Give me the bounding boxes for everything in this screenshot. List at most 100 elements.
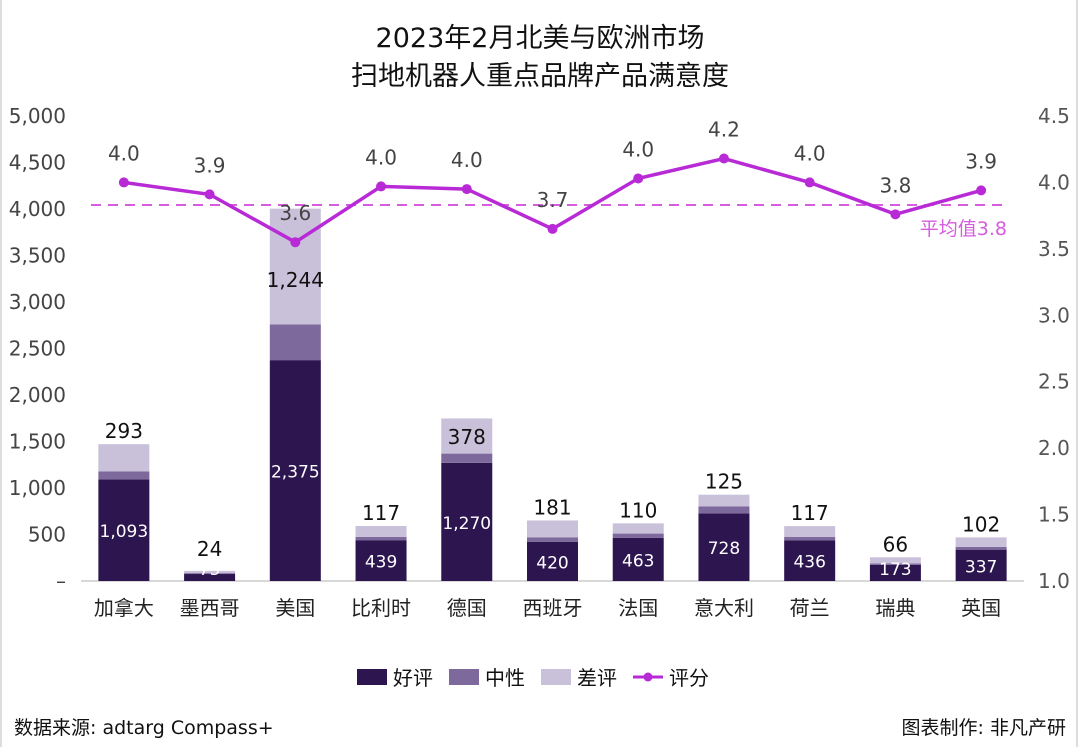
rating-point <box>376 181 387 192</box>
x-axis-label: 西班牙 <box>523 596 583 620</box>
data-label-good: 1,270 <box>442 514 491 534</box>
legend-label: 差评 <box>577 666 617 690</box>
data-label-good: 2,375 <box>271 463 320 483</box>
x-axis-label: 英国 <box>961 596 1001 620</box>
bar-好评 <box>612 537 664 581</box>
bar-差评 <box>784 526 836 538</box>
rating-label: 4.0 <box>622 137 654 161</box>
data-label-bad: 125 <box>705 470 743 494</box>
right-axis-tick: 4.0 <box>1038 170 1070 194</box>
bar-差评 <box>527 520 578 538</box>
data-label-bad: 117 <box>362 501 400 525</box>
data-label-good: 420 <box>536 553 568 573</box>
data-label-good: 436 <box>793 553 825 573</box>
legend-marker <box>643 672 653 682</box>
rating-label: 3.7 <box>537 188 569 212</box>
x-axis-label: 德国 <box>447 596 487 620</box>
bar-差评 <box>612 523 664 534</box>
x-axis-label: 加拿大 <box>94 596 154 620</box>
bar-中性 <box>869 563 921 565</box>
rating-point <box>890 209 901 220</box>
rating-point <box>290 237 301 248</box>
data-label-good: 463 <box>622 551 654 571</box>
data-label-bad: 24 <box>197 537 222 561</box>
right-axis-tick: 3.0 <box>1038 303 1070 327</box>
bar-中性 <box>184 573 236 575</box>
rating-point <box>204 189 215 200</box>
rating-label: 3.9 <box>194 153 226 177</box>
data-source: 数据来源: adtarg Compass+ <box>14 717 274 739</box>
right-axis-tick: 1.5 <box>1038 503 1070 527</box>
data-label-bad: 117 <box>791 501 829 525</box>
legend-swatch <box>541 669 571 685</box>
data-label-good: 1,093 <box>100 522 149 542</box>
right-axis-tick: 2.5 <box>1038 370 1070 394</box>
rating-point <box>547 223 558 234</box>
legend-label: 评分 <box>669 666 709 690</box>
rating-label: 4.0 <box>794 141 826 165</box>
chart-title-line1: 2023年2月北美与欧洲市场 <box>375 23 705 54</box>
bar-中性 <box>98 471 150 480</box>
chart-credit: 图表制作: 非凡产研 <box>901 717 1066 739</box>
bar-中性 <box>355 536 407 541</box>
left-axis-tick: 5,000 <box>9 104 66 128</box>
x-axis-label: 荷兰 <box>790 596 830 620</box>
right-axis-tick: 1.0 <box>1038 569 1070 593</box>
bar-差评 <box>869 557 921 564</box>
bar-差评 <box>269 208 321 325</box>
data-label-good: 728 <box>708 539 740 559</box>
legend-swatch <box>449 669 479 685</box>
x-axis-label: 美国 <box>275 596 315 620</box>
rating-label: 4.0 <box>451 148 483 172</box>
left-axis-tick: 4,000 <box>9 197 66 221</box>
left-axis-tick: – <box>56 569 66 593</box>
rating-label: 3.6 <box>279 201 311 225</box>
bar-差评 <box>184 570 236 574</box>
legend-label: 好评 <box>393 666 433 690</box>
bar-中性 <box>698 506 750 514</box>
bar-中性 <box>784 537 836 541</box>
x-axis-label: 法国 <box>618 596 658 620</box>
bar-好评 <box>269 360 321 581</box>
legend-swatch <box>357 669 387 685</box>
rating-point <box>118 177 129 188</box>
rating-point <box>804 177 815 188</box>
right-axis-tick: 4.5 <box>1038 104 1070 128</box>
bar-差评 <box>98 444 150 472</box>
left-axis-tick: 3,500 <box>9 244 66 268</box>
bar-好评 <box>869 564 921 581</box>
bar-好评 <box>98 479 150 581</box>
bar-好评 <box>441 462 493 581</box>
x-axis-label: 瑞典 <box>875 596 915 620</box>
data-label-bad: 293 <box>105 419 143 443</box>
bar-好评 <box>784 540 836 581</box>
data-label-good: 173 <box>879 560 911 580</box>
rating-label: 4.0 <box>365 145 397 169</box>
bar-好评 <box>527 541 578 581</box>
bar-差评 <box>955 537 1007 547</box>
chart-title-line2: 扫地机器人重点品牌产品满意度 <box>351 61 729 92</box>
left-axis-tick: 500 <box>28 523 66 547</box>
rating-point <box>976 185 987 196</box>
bar-好评 <box>355 540 407 581</box>
bar-差评 <box>698 494 750 507</box>
left-axis-tick: 2,500 <box>9 337 66 361</box>
bar-中性 <box>527 537 578 542</box>
bar-中性 <box>441 453 493 463</box>
rating-label: 4.2 <box>708 118 740 142</box>
legend-label: 中性 <box>485 666 525 690</box>
x-axis-label: 比利时 <box>351 596 411 620</box>
rating-point <box>633 173 644 184</box>
data-label-bad: 66 <box>883 532 908 556</box>
left-axis-tick: 4,500 <box>9 151 66 175</box>
rating-label: 4.0 <box>108 141 140 165</box>
bar-中性 <box>955 546 1007 550</box>
average-label: 平均值3.8 <box>920 218 1007 240</box>
bar-差评 <box>355 526 407 537</box>
bar-好评 <box>184 574 236 581</box>
rating-label: 3.8 <box>880 173 912 197</box>
data-label-bad: 1,244 <box>267 268 324 292</box>
bar-差评 <box>441 418 493 454</box>
